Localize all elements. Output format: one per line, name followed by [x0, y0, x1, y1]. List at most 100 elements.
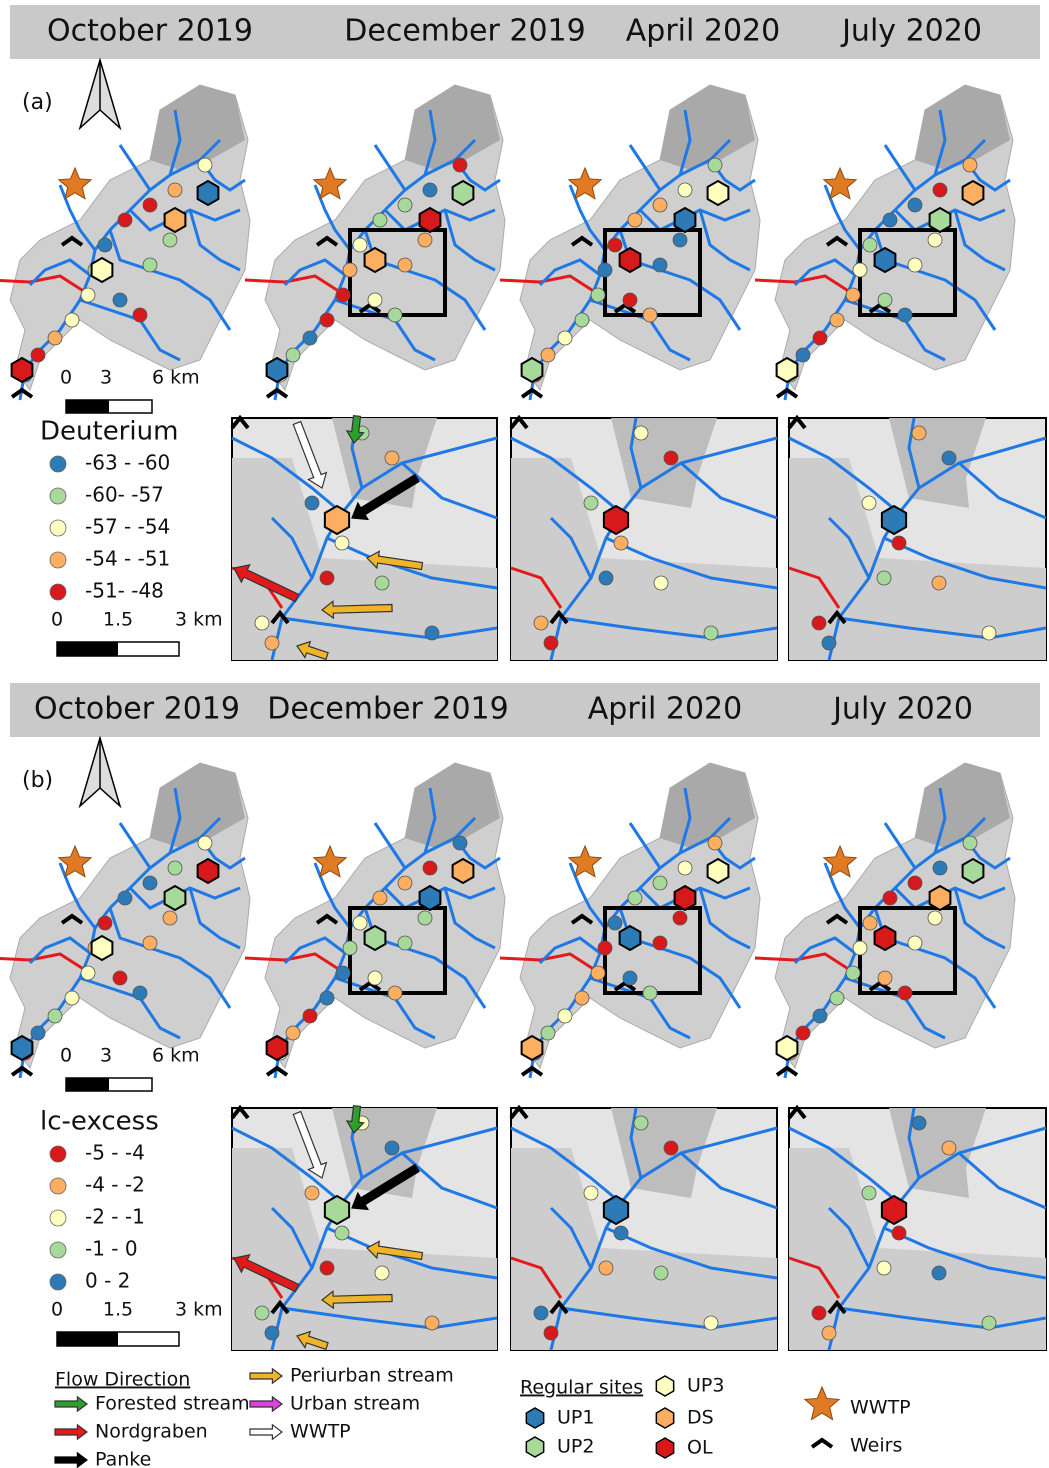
stream: [443, 209, 496, 272]
sample-site: [877, 292, 893, 308]
urban-area: [915, 763, 1010, 848]
flow-arrow: [292, 420, 328, 489]
weir: [825, 235, 849, 247]
regular-site: [90, 934, 114, 962]
sample-site: [663, 450, 679, 466]
regular-site: [880, 1194, 908, 1226]
sample-site: [891, 535, 907, 551]
legend-label: UP1: [557, 1407, 594, 1429]
stream: [953, 209, 1006, 272]
sample-site: [607, 915, 623, 931]
stream: [933, 109, 947, 176]
sample-site: [642, 985, 658, 1001]
regular-site: [873, 246, 897, 274]
stream: [108, 907, 232, 1009]
stream: [605, 536, 778, 590]
sample-site: [891, 1225, 907, 1241]
sample-site: [907, 197, 923, 213]
sample-site: [931, 575, 947, 591]
weir: [520, 1065, 544, 1077]
urban-area: [889, 418, 986, 508]
stream: [629, 417, 643, 489]
scale-label: 6 km: [152, 367, 200, 389]
sample-site: [941, 1140, 957, 1156]
sample-site: [304, 495, 320, 511]
weir: [270, 609, 290, 625]
weir: [509, 1104, 529, 1120]
stream: [538, 258, 601, 287]
sample-site: [112, 970, 128, 986]
urban-area: [232, 458, 497, 660]
sample-site: [397, 935, 413, 951]
sample-site: [941, 450, 957, 466]
stream: [423, 109, 437, 176]
stream: [678, 109, 692, 176]
sample-site: [590, 287, 606, 303]
wwtp-star: [567, 844, 603, 878]
weir: [570, 913, 594, 925]
sample-site: [598, 570, 614, 586]
sample-site: [319, 570, 335, 586]
sample-site: [197, 157, 213, 173]
sample-site: [931, 1265, 947, 1281]
sample-site: [829, 312, 845, 328]
scale-bar-fill: [57, 642, 118, 656]
nordgraben: [0, 274, 86, 294]
sample-site: [374, 1265, 390, 1281]
stream: [560, 616, 778, 640]
sample-site: [543, 1325, 559, 1341]
stream: [168, 787, 182, 854]
weir: [315, 235, 339, 247]
regular-site: [418, 206, 442, 234]
regular-site: [451, 857, 475, 885]
sample-site: [367, 970, 383, 986]
sample-site: [417, 232, 433, 248]
legend-swatch: [655, 1437, 675, 1459]
stream: [907, 1107, 921, 1179]
legend-swatch: [49, 1145, 67, 1163]
sample-site: [47, 330, 63, 346]
sample-site: [672, 232, 688, 248]
urban-area: [232, 1148, 497, 1350]
sample-site: [862, 237, 878, 253]
sample-site: [613, 535, 629, 551]
flow-arrow: [249, 1367, 284, 1385]
stream: [281, 1306, 498, 1330]
sample-site: [422, 182, 438, 198]
legend-swatch: [49, 1273, 67, 1291]
legend-weir: [810, 1437, 834, 1449]
sample-site: [540, 1025, 556, 1041]
flow-arrow: [292, 1110, 328, 1179]
stream: [883, 144, 917, 191]
legend-label: UP3: [687, 1375, 724, 1397]
sample-site: [707, 835, 723, 851]
wwtp-star: [822, 844, 858, 878]
stream: [605, 1226, 778, 1280]
sample-site: [653, 1265, 669, 1281]
legend-swatch: [49, 1177, 67, 1195]
sample-site: [117, 212, 133, 228]
sample-site: [821, 1325, 837, 1341]
nordgraben: [499, 274, 596, 294]
stream: [838, 1306, 1047, 1330]
regular-site: [196, 857, 220, 885]
sample-site: [876, 1260, 892, 1276]
sample-site: [911, 425, 927, 441]
sample-site: [583, 1185, 599, 1201]
stream: [907, 417, 921, 489]
scale-label: 3: [100, 367, 112, 389]
legend-swatch: [49, 519, 67, 537]
sample-site: [372, 212, 388, 228]
month-label: October 2019: [34, 692, 240, 727]
regular-site: [163, 206, 187, 234]
weir: [60, 235, 84, 247]
weir: [827, 1299, 847, 1315]
stream: [698, 209, 751, 272]
regular-site: [706, 857, 730, 885]
sample-site: [907, 935, 923, 951]
sample-site: [622, 292, 638, 308]
sample-site: [652, 257, 668, 273]
sample-site: [590, 965, 606, 981]
weir: [230, 414, 250, 430]
